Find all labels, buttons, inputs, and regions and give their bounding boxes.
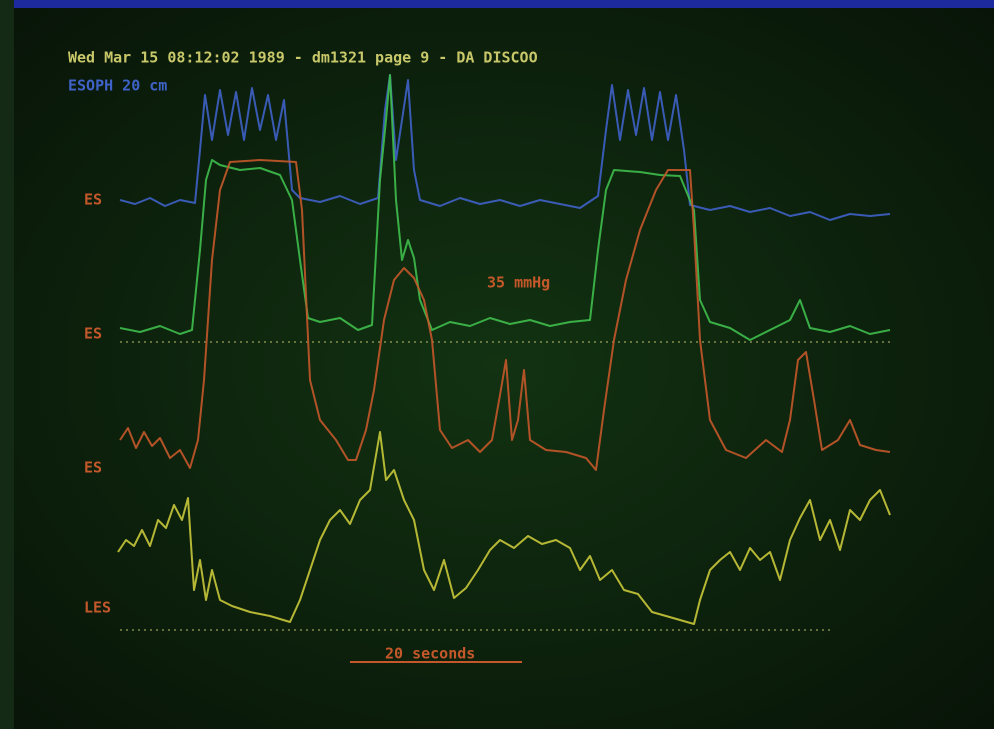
top-band	[0, 0, 994, 8]
channel-note: ESOPH 20 cm	[68, 77, 167, 95]
channel-label: LES	[84, 599, 111, 617]
scale-note: 35 mmHg	[487, 274, 550, 292]
time-note: 20 seconds	[385, 645, 475, 663]
bezel-left	[0, 0, 14, 729]
channel-label: ES	[84, 459, 102, 477]
trace-yellow	[117, 431, 891, 625]
trace-green	[119, 74, 891, 341]
header: Wed Mar 15 08:12:02 1989 - dm1321 page 9…	[68, 49, 538, 67]
channel-label: ES	[84, 325, 102, 343]
channel-label: ES	[84, 191, 102, 209]
trace-orange	[119, 159, 891, 471]
